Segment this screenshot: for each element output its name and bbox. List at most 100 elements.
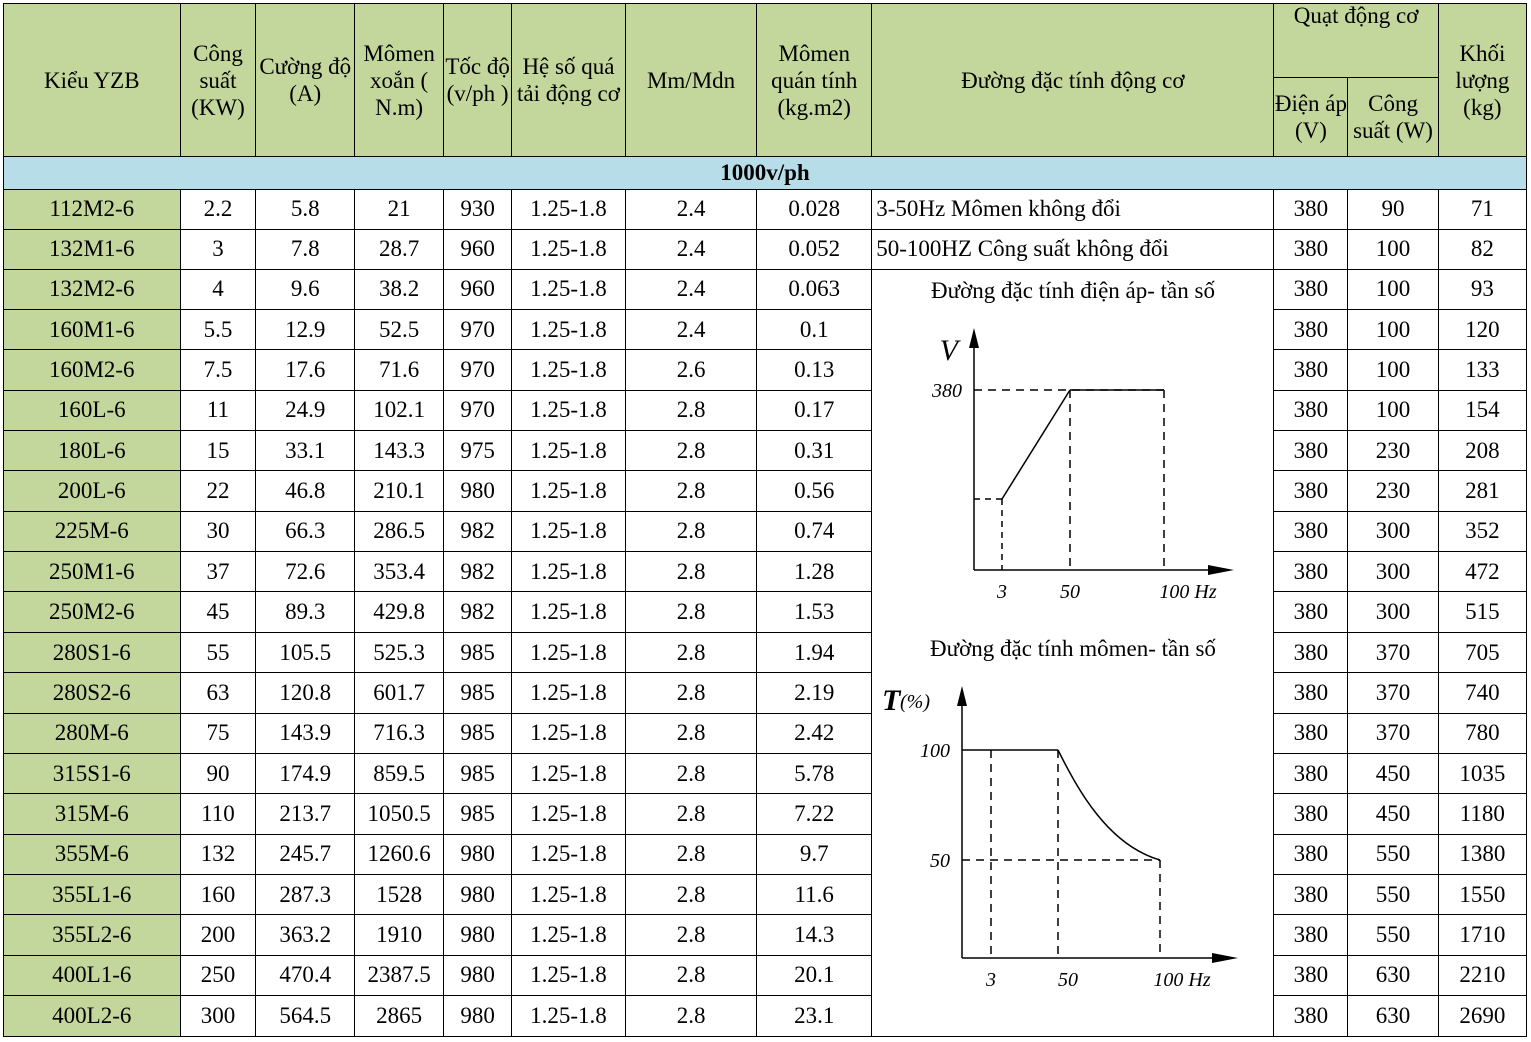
col-header-curve: Đường đặc tính động cơ xyxy=(871,3,1275,157)
col-header-fan-voltage: Điện áp (V) xyxy=(1273,77,1349,157)
cell-inertia: 7.22 xyxy=(756,793,873,835)
cell-ratio: 2.6 xyxy=(624,349,758,391)
table-row: 250M2-6 45 89.3 429.8 982 1.25-1.8 2.8 1.53 380 3… xyxy=(3,591,1528,633)
cell-weight: 281 xyxy=(1437,470,1528,512)
cell-ratio: 2.8 xyxy=(624,430,758,472)
cell-current: 7.8 xyxy=(255,228,355,270)
cell-overload: 1.25-1.8 xyxy=(510,995,626,1037)
cell-speed: 985 xyxy=(443,793,512,835)
cell-speed: 985 xyxy=(443,672,512,714)
cell-weight: 740 xyxy=(1437,672,1528,714)
cell-power: 7.5 xyxy=(179,349,257,391)
cell-fan-voltage: 380 xyxy=(1273,995,1349,1037)
table-row: 160L-6 11 24.9 102.1 970 1.25-1.8 2.8 0.17 380 10… xyxy=(3,389,1528,432)
table-row: 132M1-6 3 7.8 28.7 960 1.25-1.8 2.4 0.052 50-100… xyxy=(3,228,1528,270)
cell-overload: 1.25-1.8 xyxy=(510,268,626,310)
cell-overload: 1.25-1.8 xyxy=(510,712,626,754)
t-axis-arrow-icon xyxy=(956,685,967,706)
col-header-model: Kiểu YZB xyxy=(3,3,181,157)
cell-weight: 705 xyxy=(1437,631,1528,674)
cell-weight: 71 xyxy=(1437,189,1528,230)
cell-fan-voltage: 380 xyxy=(1273,631,1349,674)
cell-inertia: 0.74 xyxy=(756,510,873,553)
cell-overload: 1.25-1.8 xyxy=(510,591,626,633)
cell-overload: 1.25-1.8 xyxy=(510,873,626,916)
cell-weight: 1035 xyxy=(1437,752,1528,795)
cell-inertia: 2.42 xyxy=(756,712,873,754)
cell-model: 280S2-6 xyxy=(3,672,181,714)
cell-ratio: 2.4 xyxy=(624,268,758,310)
section-header-speed: 1000v/ph xyxy=(3,156,1527,190)
cell-weight: 208 xyxy=(1437,430,1528,472)
cell-fan-power: 300 xyxy=(1347,510,1439,553)
cell-power: 3 xyxy=(179,228,257,270)
col-header-power: Công suất (KW) xyxy=(179,3,257,157)
table-row: 315M-6 110 213.7 1050.5 985 1.25-1.8 2.8 7.22 38… xyxy=(3,793,1528,835)
cell-power: 63 xyxy=(179,672,257,714)
torque-curve-title: Đường đặc tính mômen- tần số xyxy=(930,636,1216,661)
cell-fan-power: 100 xyxy=(1347,389,1439,432)
cell-speed: 975 xyxy=(443,430,512,472)
cell-fan-power: 630 xyxy=(1347,954,1439,997)
cell-fan-power: 450 xyxy=(1347,752,1439,795)
cell-power: 55 xyxy=(179,631,257,674)
cell-current: 245.7 xyxy=(255,833,355,875)
cell-ratio: 2.8 xyxy=(624,631,758,674)
cell-fan-power: 90 xyxy=(1347,189,1439,230)
cell-speed: 960 xyxy=(443,268,512,310)
cell-inertia: 0.31 xyxy=(756,430,873,472)
cell-fan-power: 100 xyxy=(1347,349,1439,391)
v-axis-arrow-icon xyxy=(968,327,979,348)
cell-weight: 82 xyxy=(1437,228,1528,270)
col-header-overload: Hệ số quá tải động cơ xyxy=(510,3,626,157)
t-f-axis-arrow-icon xyxy=(1211,952,1238,963)
cell-model: 280M-6 xyxy=(3,712,181,754)
cell-model: 400L1-6 xyxy=(3,954,181,997)
cell-fan-voltage: 380 xyxy=(1273,672,1349,714)
cell-speed: 980 xyxy=(443,873,512,916)
cell-weight: 154 xyxy=(1437,389,1528,432)
cell-ratio: 2.8 xyxy=(624,833,758,875)
cell-torque: 38.2 xyxy=(353,268,445,310)
cell-power: 110 xyxy=(179,793,257,835)
cell-speed: 970 xyxy=(443,389,512,432)
cell-model: 280S1-6 xyxy=(3,631,181,674)
cell-weight: 93 xyxy=(1437,268,1528,310)
cell-inertia: 20.1 xyxy=(756,954,873,997)
cell-torque: 71.6 xyxy=(353,349,445,391)
cell-power: 11 xyxy=(179,389,257,432)
table-row: 225M-6 30 66.3 286.5 982 1.25-1.8 2.8 0.74 380 30… xyxy=(3,510,1528,553)
cell-model: 315S1-6 xyxy=(3,752,181,795)
cell-weight: 1550 xyxy=(1437,873,1528,916)
cell-inertia: 11.6 xyxy=(756,873,873,916)
note-constant-power: 50-100HZ Công suất không đổi xyxy=(871,228,1275,270)
cell-speed: 970 xyxy=(443,308,512,351)
table-row: 355M-6 132 245.7 1260.6 980 1.25-1.8 2.8 9.7 380… xyxy=(3,833,1528,875)
cell-torque: 28.7 xyxy=(353,228,445,270)
cell-speed: 985 xyxy=(443,752,512,795)
cell-inertia: 0.052 xyxy=(756,228,873,270)
table-body: 112M2-6 2.2 5.8 21 930 1.25-1.8 2.4 0.028 3-50Hz… xyxy=(3,189,1528,1037)
cell-ratio: 2.8 xyxy=(624,672,758,714)
cell-fan-voltage: 380 xyxy=(1273,189,1349,230)
cell-speed: 980 xyxy=(443,954,512,997)
cell-speed: 982 xyxy=(443,510,512,553)
cell-current: 363.2 xyxy=(255,914,355,956)
cell-current: 470.4 xyxy=(255,954,355,997)
cell-current: 89.3 xyxy=(255,591,355,633)
table-row: 355L2-6 200 363.2 1910 980 1.25-1.8 2.8 14.3 380… xyxy=(3,914,1528,956)
cell-torque: 1050.5 xyxy=(353,793,445,835)
cell-current: 120.8 xyxy=(255,672,355,714)
cell-model: 250M2-6 xyxy=(3,591,181,633)
t-tick-50: 50 xyxy=(930,850,950,872)
cell-inertia: 0.13 xyxy=(756,349,873,391)
torque-frequency-graph: T (%) 100 50 3 50 100 Hz xyxy=(882,684,1238,991)
cell-fan-voltage: 380 xyxy=(1273,268,1349,310)
cell-fan-power: 550 xyxy=(1347,873,1439,916)
cell-power: 5.5 xyxy=(179,308,257,351)
cell-ratio: 2.8 xyxy=(624,712,758,754)
cell-inertia: 0.1 xyxy=(756,308,873,351)
cell-overload: 1.25-1.8 xyxy=(510,631,626,674)
cell-power: 2.2 xyxy=(179,189,257,230)
cell-fan-voltage: 380 xyxy=(1273,793,1349,835)
